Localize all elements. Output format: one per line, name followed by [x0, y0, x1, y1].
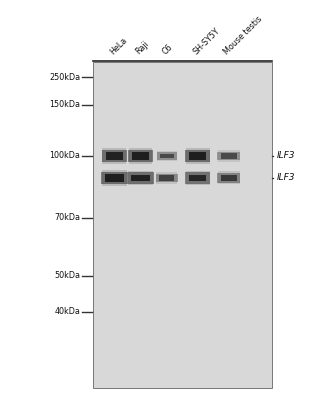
- Bar: [102, 150, 127, 162]
- Bar: [106, 152, 123, 160]
- Bar: [129, 148, 152, 164]
- Text: C6: C6: [160, 42, 174, 56]
- Bar: [156, 172, 177, 184]
- Text: 70kDa: 70kDa: [54, 214, 80, 222]
- Bar: [156, 174, 178, 182]
- Bar: [185, 150, 210, 162]
- Bar: [93, 62, 272, 388]
- Text: ILF3: ILF3: [277, 174, 295, 182]
- Text: Raji: Raji: [134, 39, 151, 56]
- Bar: [128, 150, 153, 162]
- Bar: [157, 151, 176, 161]
- Bar: [157, 152, 177, 160]
- Text: 150kDa: 150kDa: [49, 100, 80, 109]
- Bar: [105, 174, 124, 182]
- Bar: [217, 152, 240, 160]
- Text: 100kDa: 100kDa: [49, 152, 80, 160]
- Bar: [160, 154, 174, 158]
- Bar: [103, 148, 126, 164]
- Bar: [189, 152, 206, 160]
- Bar: [218, 172, 240, 184]
- Bar: [132, 152, 149, 160]
- Text: 40kDa: 40kDa: [54, 308, 80, 316]
- Bar: [128, 172, 154, 184]
- Bar: [186, 171, 210, 185]
- Bar: [185, 172, 210, 184]
- Bar: [159, 175, 175, 181]
- Bar: [186, 148, 210, 164]
- Text: SH-SY5Y: SH-SY5Y: [191, 26, 222, 56]
- Text: 50kDa: 50kDa: [54, 272, 80, 280]
- Bar: [221, 153, 237, 159]
- Bar: [131, 175, 150, 181]
- Bar: [189, 175, 206, 181]
- Text: ILF3: ILF3: [277, 152, 295, 160]
- Bar: [128, 171, 153, 185]
- Text: HeLa: HeLa: [108, 35, 129, 56]
- Bar: [217, 173, 240, 183]
- Text: 250kDa: 250kDa: [49, 73, 80, 82]
- Bar: [221, 175, 237, 181]
- Bar: [218, 150, 240, 162]
- Bar: [101, 172, 128, 184]
- Bar: [102, 170, 127, 186]
- Text: Mouse testis: Mouse testis: [222, 14, 264, 56]
